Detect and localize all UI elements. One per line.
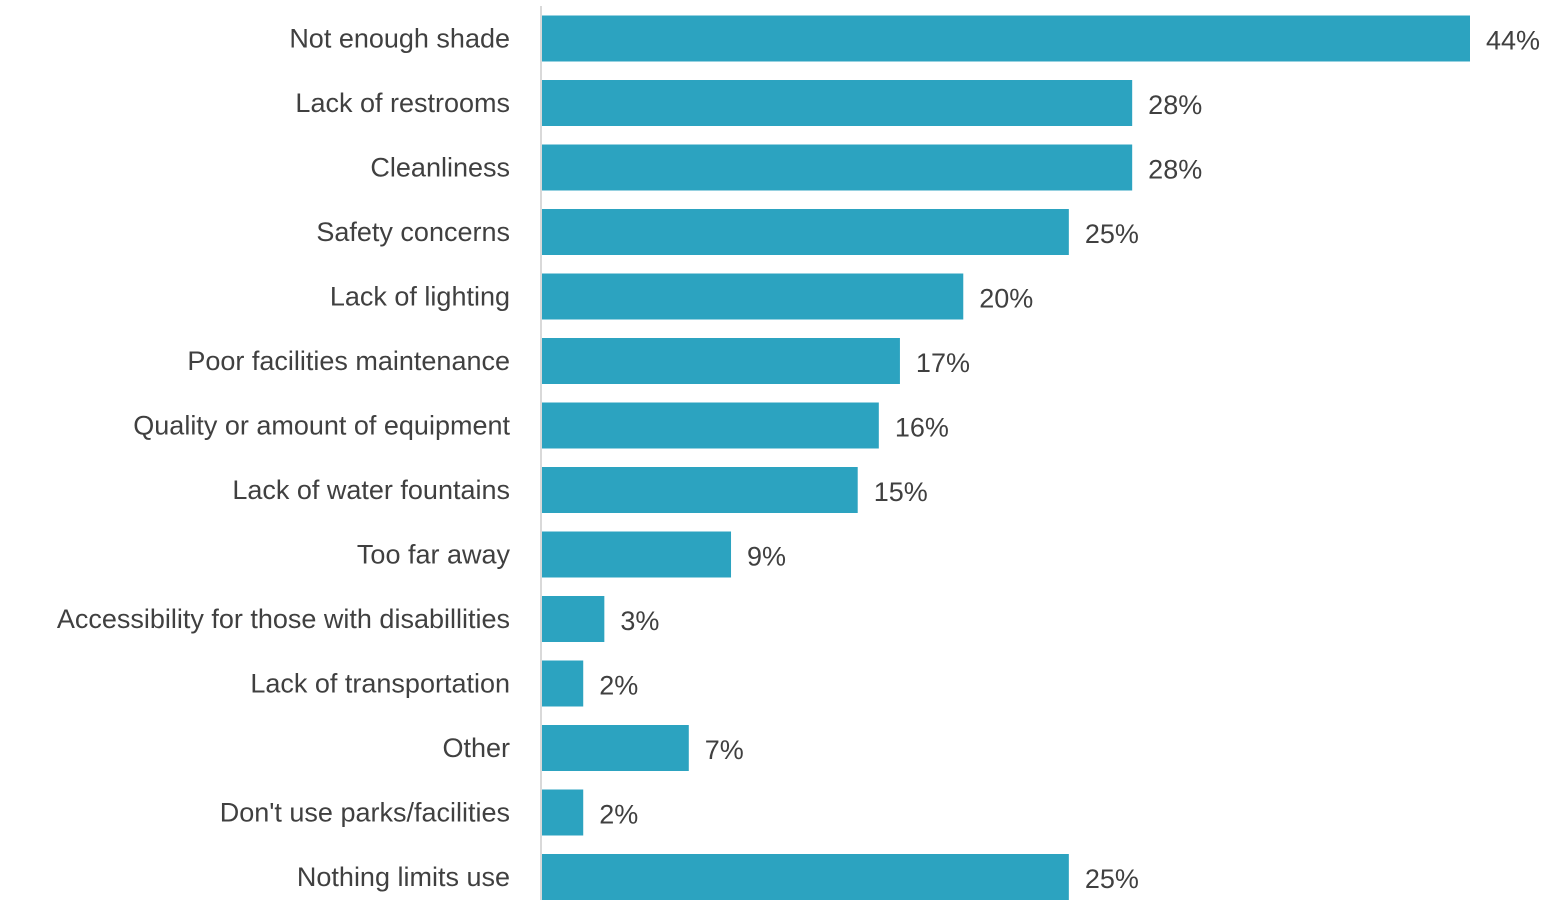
- category-label: Other: [442, 733, 510, 763]
- bar: [541, 725, 689, 771]
- bar: [541, 15, 1470, 62]
- value-label: 9%: [747, 542, 786, 572]
- category-label: Accessibility for those with disabilliti…: [57, 604, 510, 634]
- value-label: 7%: [705, 735, 744, 765]
- value-label: 2%: [599, 800, 638, 830]
- value-label: 28%: [1148, 90, 1202, 120]
- value-label: 44%: [1486, 26, 1540, 56]
- value-labels: 44% 28% 28% 25% 20% 17% 16% 15% 9% 3% 2% 7% 2% 25%: [599, 26, 1540, 895]
- value-label: 20%: [979, 284, 1033, 314]
- category-label: Quality or amount of equipment: [133, 411, 510, 441]
- category-label: Lack of restrooms: [295, 88, 510, 118]
- bar: [541, 854, 1069, 900]
- value-label: 25%: [1085, 219, 1139, 249]
- category-label: Poor facilities maintenance: [187, 346, 510, 376]
- value-label: 3%: [620, 606, 659, 636]
- category-label: Safety concerns: [316, 217, 510, 247]
- bar: [541, 467, 858, 513]
- bar: [541, 531, 732, 578]
- bar: [541, 338, 900, 384]
- category-label: Lack of water fountains: [232, 475, 510, 505]
- bar: [541, 144, 1133, 191]
- bar: [541, 402, 879, 449]
- value-label: 15%: [874, 477, 928, 507]
- bar: [541, 596, 605, 642]
- bar: [541, 660, 584, 707]
- value-label: 17%: [916, 348, 970, 378]
- value-label: 25%: [1085, 864, 1139, 894]
- category-label: Nothing limits use: [297, 862, 510, 892]
- bar: [541, 273, 964, 320]
- value-label: 2%: [599, 671, 638, 701]
- bar: [541, 789, 584, 836]
- bar: [541, 80, 1133, 126]
- category-labels: Not enough shade Lack of restrooms Cleanli…: [57, 24, 511, 893]
- category-label: Cleanliness: [370, 153, 510, 183]
- value-label: 16%: [895, 413, 949, 443]
- category-label: Lack of transportation: [250, 669, 510, 699]
- category-label: Too far away: [357, 540, 511, 570]
- bar: [541, 209, 1069, 255]
- category-label: Don't use parks/facilities: [220, 798, 510, 828]
- category-label: Lack of lighting: [330, 282, 510, 312]
- value-label: 28%: [1148, 155, 1202, 185]
- category-label: Not enough shade: [289, 24, 510, 54]
- bars-group: [541, 15, 1470, 900]
